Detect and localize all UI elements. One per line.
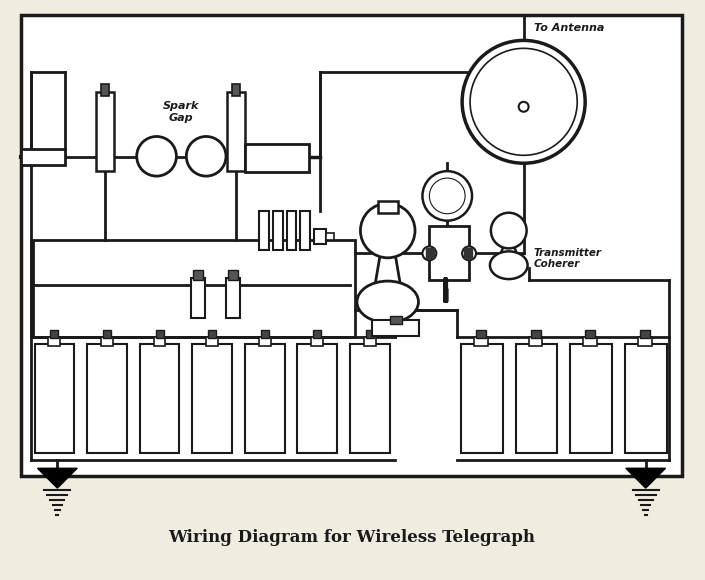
Ellipse shape [357, 281, 419, 322]
Bar [192, 345, 232, 454]
Bar [156, 329, 164, 338]
Bar [585, 329, 595, 338]
Bar [273, 211, 283, 251]
Bar [390, 316, 402, 324]
Bar [232, 84, 240, 96]
Bar [378, 201, 398, 213]
Bar [195, 347, 229, 451]
Bar [101, 84, 109, 96]
Bar [20, 14, 682, 476]
Bar [35, 345, 74, 454]
Bar [429, 226, 469, 280]
Bar [639, 329, 649, 338]
Bar [326, 233, 334, 241]
Bar [142, 347, 176, 451]
Bar [515, 345, 558, 454]
Bar [259, 336, 271, 346]
Bar [193, 270, 203, 280]
Bar [573, 347, 609, 451]
Bar [298, 345, 337, 454]
Bar [208, 329, 216, 338]
Bar [259, 211, 269, 251]
Bar [427, 248, 434, 258]
Bar [300, 211, 310, 251]
Bar [50, 329, 59, 338]
Bar [191, 278, 205, 318]
Bar [476, 329, 486, 338]
Polygon shape [626, 468, 666, 488]
Circle shape [470, 48, 577, 155]
Bar [628, 347, 663, 451]
Bar [154, 336, 166, 346]
Circle shape [462, 246, 476, 260]
Bar [140, 345, 179, 454]
Bar [638, 336, 651, 346]
Bar [245, 144, 309, 172]
Polygon shape [37, 468, 77, 488]
Bar [248, 347, 281, 451]
Bar [474, 336, 488, 346]
Bar [37, 347, 71, 451]
Circle shape [462, 41, 585, 163]
Ellipse shape [490, 251, 527, 279]
Bar [300, 347, 334, 451]
Text: Wiring Diagram for Wireless Telegraph: Wiring Diagram for Wireless Telegraph [168, 529, 536, 546]
Circle shape [137, 136, 176, 176]
Bar [531, 329, 541, 338]
Bar [372, 320, 419, 336]
Bar [350, 345, 390, 454]
Circle shape [422, 171, 472, 220]
Bar [570, 345, 612, 454]
Bar [32, 241, 355, 336]
Bar [461, 345, 503, 454]
Bar [312, 336, 323, 346]
Bar [464, 347, 500, 451]
Circle shape [186, 136, 226, 176]
Bar [90, 347, 124, 451]
Text: Spark
Gap: Spark Gap [163, 101, 200, 122]
Bar [228, 270, 238, 280]
Circle shape [491, 213, 527, 248]
Bar [20, 150, 66, 165]
Bar [314, 229, 326, 244]
Bar [519, 347, 554, 451]
Bar [226, 278, 240, 318]
Bar [464, 248, 472, 258]
Ellipse shape [360, 204, 415, 258]
Bar [101, 336, 113, 346]
Bar [583, 336, 597, 346]
Bar [366, 329, 374, 338]
Circle shape [422, 246, 436, 260]
Bar [87, 345, 127, 454]
Bar [227, 92, 245, 171]
Circle shape [519, 102, 529, 112]
Bar [96, 92, 114, 171]
Bar [625, 345, 666, 454]
Bar [529, 336, 542, 346]
Bar [245, 345, 285, 454]
Circle shape [429, 178, 465, 214]
Bar [49, 336, 61, 346]
Bar [206, 336, 218, 346]
Text: To Antenna: To Antenna [534, 23, 604, 32]
Bar [286, 211, 296, 251]
Bar [261, 329, 269, 338]
Bar [364, 336, 376, 346]
Bar [103, 329, 111, 338]
Text: Transmitter
Coherer: Transmitter Coherer [534, 248, 601, 269]
Bar [313, 329, 321, 338]
Bar [353, 347, 387, 451]
